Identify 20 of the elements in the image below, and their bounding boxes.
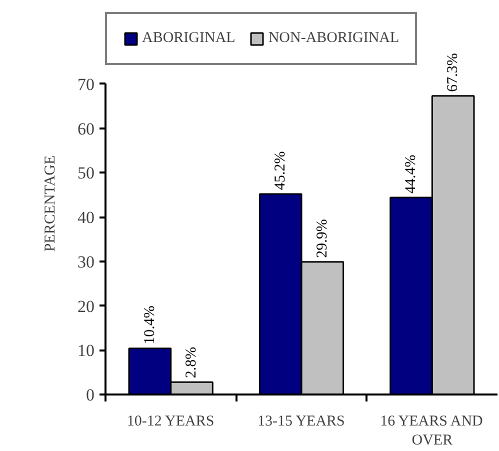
y-tick-label: 50 — [78, 164, 94, 183]
legend-label: NON-ABORIGINAL — [268, 30, 400, 47]
y-tick-label: 10 — [78, 341, 94, 360]
y-axis-title: PERCENTAGE — [42, 155, 58, 252]
y-tick-label: 40 — [78, 208, 94, 228]
y-tick-label: 30 — [78, 252, 94, 272]
y-tick-label: 70 — [78, 74, 94, 94]
data-label: 67.3% — [445, 53, 462, 92]
y-tick-label: 0 — [86, 386, 94, 404]
data-label: 10.4% — [142, 306, 158, 344]
x-tick-label: 13-15 YEARS — [258, 414, 345, 430]
data-label: 44.4% — [403, 154, 420, 194]
data-label: 45.2% — [272, 151, 289, 190]
data-label: 2.8% — [184, 346, 200, 378]
y-tick-label: 60 — [78, 119, 94, 138]
x-tick-label: 10-12 YEARS — [126, 414, 214, 430]
x-tick-label: 16 YEARS AND OVER — [380, 414, 484, 449]
legend-label: ABORIGINAL — [142, 30, 236, 47]
y-tick-label: 20 — [78, 296, 94, 316]
data-label: 29.9% — [314, 219, 330, 258]
